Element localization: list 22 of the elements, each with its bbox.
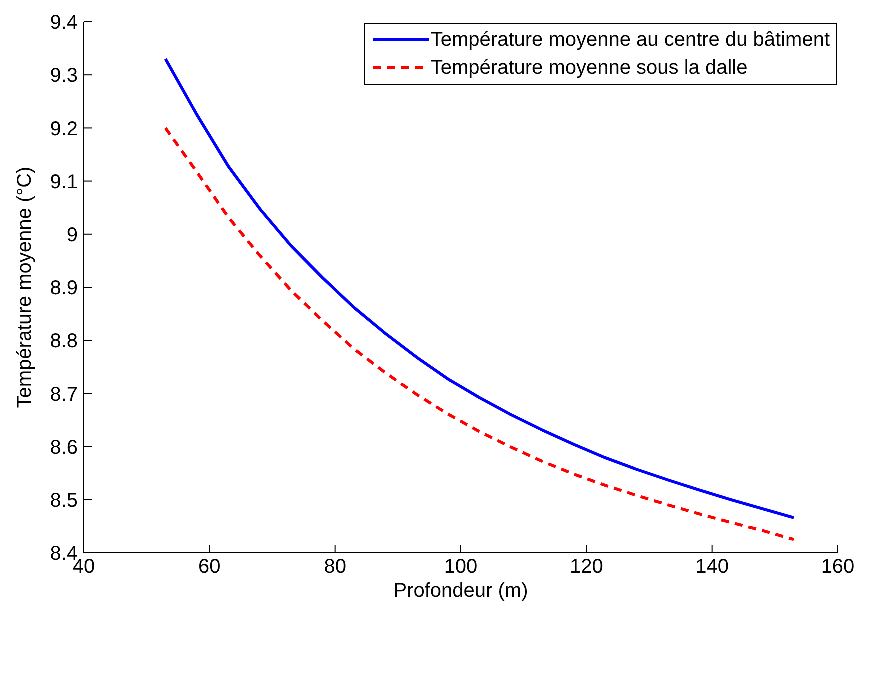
y-tick-label: 9.2 <box>50 118 78 140</box>
line-series <box>164 126 796 542</box>
x-tick-label: 140 <box>696 556 730 578</box>
legend-label: Température moyenne sous la dalle <box>430 56 748 80</box>
x-tick-label: 80 <box>324 556 346 578</box>
y-tick-label: 8.7 <box>50 384 78 406</box>
legend-label: Température moyenne au centre du bâtiment <box>430 28 830 52</box>
x-tick-label: 160 <box>821 556 855 578</box>
y-tick-label: 8.9 <box>50 278 78 300</box>
x-axis-title: Profondeur (m) <box>394 580 528 602</box>
y-tick-label: 9 <box>66 224 78 246</box>
y-tick-label: 9.3 <box>50 65 78 88</box>
y-tick-label: 8.8 <box>50 330 78 353</box>
x-tick-label: 100 <box>444 556 478 578</box>
y-tick-label: 8.5 <box>50 490 78 512</box>
line-series <box>164 58 796 520</box>
y-tick-label: 9.4 <box>50 12 78 34</box>
y-tick-label: 8.6 <box>50 436 78 459</box>
x-tick-label: 120 <box>570 556 604 578</box>
y-axis-title: Température moyenne (°C) <box>14 166 36 408</box>
x-tick-label: 60 <box>198 556 221 578</box>
y-tick-label: 9.1 <box>50 171 78 194</box>
